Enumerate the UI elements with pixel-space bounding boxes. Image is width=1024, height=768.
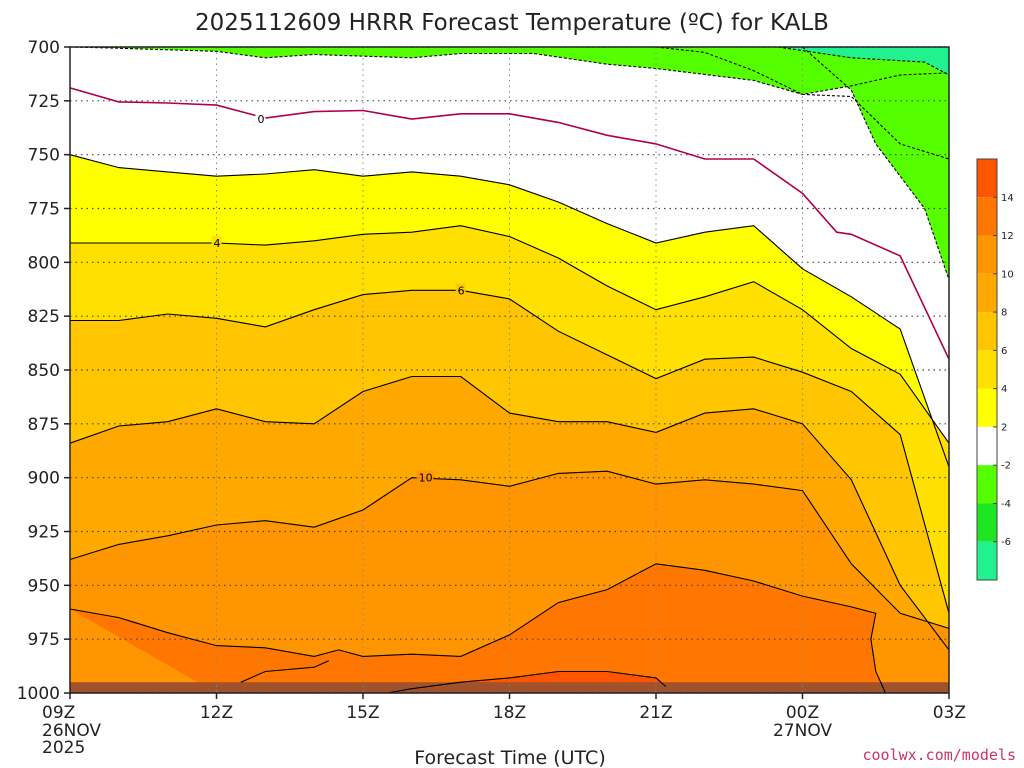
y-tick-label: 1000 xyxy=(17,684,60,704)
contour-label-bg xyxy=(211,235,222,249)
y-tick-label: 750 xyxy=(28,146,60,166)
chart-title: 2025112609 HRRR Forecast Temperature (ºC… xyxy=(195,10,829,36)
colorbar-band xyxy=(977,235,997,274)
contour-14 xyxy=(387,670,667,694)
contour-label-bg xyxy=(416,470,434,484)
colorbar-band xyxy=(977,273,997,313)
axes: 7007257507758008258508759009259509751000… xyxy=(17,38,966,758)
x-tick-label: 15Z xyxy=(346,703,379,723)
y-tick-label: 850 xyxy=(28,361,60,381)
contour-label-bg xyxy=(455,283,466,297)
y-tick-label: 950 xyxy=(28,576,60,596)
x-tick-label: 03Z xyxy=(933,703,966,723)
y-tick-label: 925 xyxy=(28,523,60,543)
colorbar: -6 -4 -2 2 4 6 8 10 12 14 xyxy=(976,158,1014,581)
x-tick-sublabel: 2025 xyxy=(42,738,85,758)
x-tick-sublabel: 26NOV xyxy=(42,721,101,741)
colorbar-band xyxy=(977,388,997,427)
colorbar-band xyxy=(977,503,997,542)
colorbar-label: -4 xyxy=(1001,499,1011,510)
contour-8 xyxy=(69,375,950,651)
contour--2 xyxy=(655,46,950,160)
colorbar-band xyxy=(977,350,997,389)
fill-coldest-corner xyxy=(778,47,949,75)
fill-cold-corner xyxy=(802,47,949,280)
contour-label: 6 xyxy=(458,284,465,297)
colorbar-band xyxy=(977,312,997,351)
y-tick-label: 700 xyxy=(28,38,60,58)
x-tick-label: 18Z xyxy=(493,703,526,723)
x-tick-label: 09Z xyxy=(42,703,75,723)
colorbar-band xyxy=(977,197,997,236)
contour-2 xyxy=(69,154,950,468)
y-tick-label: 725 xyxy=(28,92,60,112)
x-tick-sublabel: 27NOV xyxy=(773,721,832,741)
x-tick-label: 21Z xyxy=(639,703,672,723)
contour-12 xyxy=(69,563,887,694)
y-tick-label: 825 xyxy=(28,307,60,327)
ground-surface xyxy=(70,682,949,693)
contour-0 xyxy=(69,87,950,360)
x-tick-label: 00Z xyxy=(786,703,819,723)
contour-label-bg xyxy=(255,112,266,126)
colorbar-label: -2 xyxy=(1001,461,1011,472)
colorbar-label: -6 xyxy=(1001,537,1011,548)
colorbar-label: 4 xyxy=(1001,384,1007,395)
colorbar-label: 2 xyxy=(1001,422,1007,433)
y-tick-label: 975 xyxy=(28,630,60,650)
fill-band-12-14 xyxy=(70,563,886,693)
contour-6 xyxy=(70,289,950,614)
colorbar-band xyxy=(977,541,997,580)
y-tick-label: 775 xyxy=(28,200,60,220)
contour-label: 4 xyxy=(214,237,221,250)
contour-label: 0 xyxy=(257,113,264,126)
plot-area xyxy=(70,47,949,693)
contour-lines: 0 4 6 10 xyxy=(69,46,950,694)
colorbar-band xyxy=(977,465,997,504)
contour-label: 10 xyxy=(419,472,433,485)
contour--4 xyxy=(69,46,950,95)
contour--6 xyxy=(778,46,950,76)
y-tick-label: 900 xyxy=(28,469,60,489)
x-axis-label: Forecast Time (UTC) xyxy=(414,747,605,768)
colorbar-label: 12 xyxy=(1001,231,1014,242)
x-tick-label: 12Z xyxy=(200,703,233,723)
colorbar-band xyxy=(977,426,997,466)
contour-12_5 xyxy=(240,660,330,683)
colorbar-label: 10 xyxy=(1001,269,1014,280)
contour--3 xyxy=(802,46,950,280)
colorbar-label: 6 xyxy=(1001,346,1007,357)
colorbar-frame xyxy=(976,158,998,581)
y-tick-label: 875 xyxy=(28,415,60,435)
source-credit: coolwx.com/models xyxy=(862,746,1016,764)
y-tick-label: 800 xyxy=(28,253,60,273)
colorbar-band xyxy=(977,159,997,198)
colorbar-label: 14 xyxy=(1001,193,1014,204)
colorbar-label: 8 xyxy=(1001,308,1007,319)
contour-10 xyxy=(69,470,950,629)
